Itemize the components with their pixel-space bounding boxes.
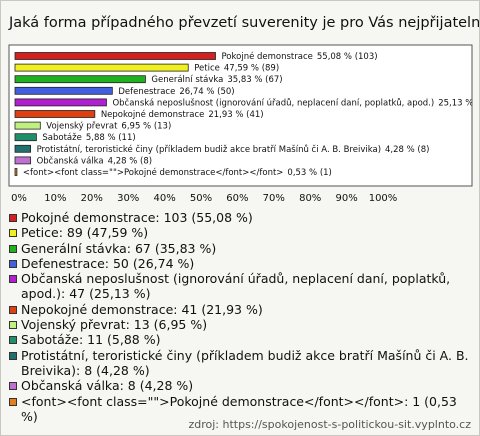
legend-item: Občanská válka: 8 (4,28 %) [9,378,471,393]
legend-item: Petice: 89 (47,59 %) [9,225,471,240]
bar-label: Generální stávka 35,83 % (67) [151,75,282,85]
bar-category: Nepokojné demonstrace [101,109,205,120]
bar-label: Občanská válka 4,28 % (8) [37,155,153,166]
x-tick-label: 0% [11,193,27,204]
x-tick-label: 90% [335,193,357,204]
legend-swatch [9,336,17,345]
x-tick-label: 30% [117,193,139,204]
x-tick-label: 70% [263,193,285,204]
value-label: 35,83 % (67) [227,75,282,85]
bar-label: Pokojné demonstrace 55,08 % (103) [221,51,377,62]
legend-swatch [9,382,17,391]
legend-item: Občanská neposlušnost (ignorování úřadů,… [9,271,471,302]
legend-label: Vojenský převrat: 13 (6,95 %) [21,317,208,333]
x-tick-label: 100% [369,193,398,204]
legend-label: Defenestrace: 50 (26,74 %) [21,255,195,271]
legend-label: Protistátní, teroristické činy (příklade… [21,347,469,378]
value-label: 55,08 % (103) [317,52,378,62]
bar-label: Občanská neposlušnost (ignorování úřadů,… [112,97,479,108]
value-label: 4,28 % (8) [108,156,152,166]
bar-label: Nepokojné demonstrace 21,93 % (41) [101,109,264,120]
legend-item: Nepokojné demonstrace: 41 (21,93 %) [9,302,471,317]
chart-title: Jaká forma případného převzetí suverenit… [8,15,479,31]
bar [14,75,146,84]
x-tick-label: 60% [226,193,248,204]
bar-label: <font><font class="">Pokojné demonstrace… [23,167,332,178]
bar-category: Protistátní, teroristické činy (příklade… [37,143,381,154]
bar [14,52,216,60]
legend-item: <font><font class="">Pokojné demonstrace… [9,394,471,425]
legend-swatch [9,397,17,406]
value-label: 4,28 % (8) [385,144,429,154]
value-label: 25,13 % (47) [438,98,479,108]
legend-swatch [9,351,17,360]
legend-item: Pokojné demonstrace: 103 (55,08 %) [9,210,471,225]
bar [14,63,189,72]
legend-swatch [9,229,17,238]
legend-swatch [9,305,17,314]
legend-swatch [9,244,17,253]
bar [14,110,96,118]
bar-category: Pokojné demonstrace [221,51,312,62]
legend-label: <font><font class="">Pokojné demonstrace… [21,393,457,424]
bar [14,144,31,153]
legend-label: Občanská neposlušnost (ignorování úřadů,… [21,271,451,302]
bar-category: Občanská válka [37,155,104,166]
legend-item: Generální stávka: 67 (35,83 %) [9,241,471,256]
bar-label: Vojenský převrat 6,95 % (13) [46,121,171,131]
bar [14,121,41,130]
x-tick-label: 50% [190,193,212,204]
value-label: 6,95 % (13) [121,121,171,131]
bar-category: <font><font class="">Pokojné demonstrace… [23,167,283,178]
legend-label: Pokojné demonstrace: 103 (55,08 %) [21,210,253,225]
legend-item: Vojenský převrat: 13 (6,95 %) [9,317,471,332]
legend-swatch [9,321,17,330]
bar-label: Defenestrace 26,74 % (50) [118,86,234,96]
x-tick-label: 40% [153,193,175,204]
legend-swatch [9,275,17,284]
value-label: 21,93 % (41) [208,110,263,120]
legend-item: Protistátní, teroristické činy (příklade… [9,348,471,379]
x-tick-label: 80% [299,193,321,204]
source: zdroj: https://spokojenost-s-politickou-… [188,418,471,431]
x-tick-label: 10% [44,193,66,204]
bar [14,168,18,176]
value-label: 47,59 % (89) [224,63,279,73]
bar-category: Sabotáže [42,133,81,143]
legend-swatch [9,259,17,268]
bar-label: Protistátní, teroristické činy (příklade… [37,143,430,154]
bar-category: Občanská neposlušnost (ignorování úřadů,… [112,97,434,108]
bar [14,133,37,142]
bar-category: Generální stávka [151,75,223,85]
bar-label: Petice 47,59 % (89) [194,63,279,73]
legend: Pokojné demonstrace: 103 (55,08 %) Petice… [9,210,471,424]
bar [14,156,31,165]
legend-item: Defenestrace: 50 (26,74 %) [9,256,471,271]
legend-label: Nepokojné demonstrace: 41 (21,93 %) [21,301,263,317]
value-label: 5,88 % (11) [86,133,136,143]
value-label: 26,74 % (50) [179,86,234,96]
bar-category: Defenestrace [118,86,175,96]
value-label: 0,53 % (1) [287,168,331,178]
legend-item: Sabotáže: 11 (5,88 %) [9,332,471,347]
chart: Jaká forma případného převzetí suverenit… [8,15,479,204]
legend-label: Sabotáže: 11 (5,88 %) [21,332,161,348]
bar [14,86,113,95]
bar-category: Petice [194,63,220,73]
legend-label: Petice: 89 (47,59 %) [21,225,149,241]
legend-label: Generální stávka: 67 (35,83 %) [21,240,217,256]
bar [14,98,107,107]
legend-swatch [9,214,17,222]
bar-label: Sabotáže 5,88 % (11) [42,133,135,143]
bar-category: Vojenský převrat [46,121,118,131]
x-tick-label: 20% [81,193,103,204]
legend-label: Občanská válka: 8 (4,28 %) [21,378,194,394]
